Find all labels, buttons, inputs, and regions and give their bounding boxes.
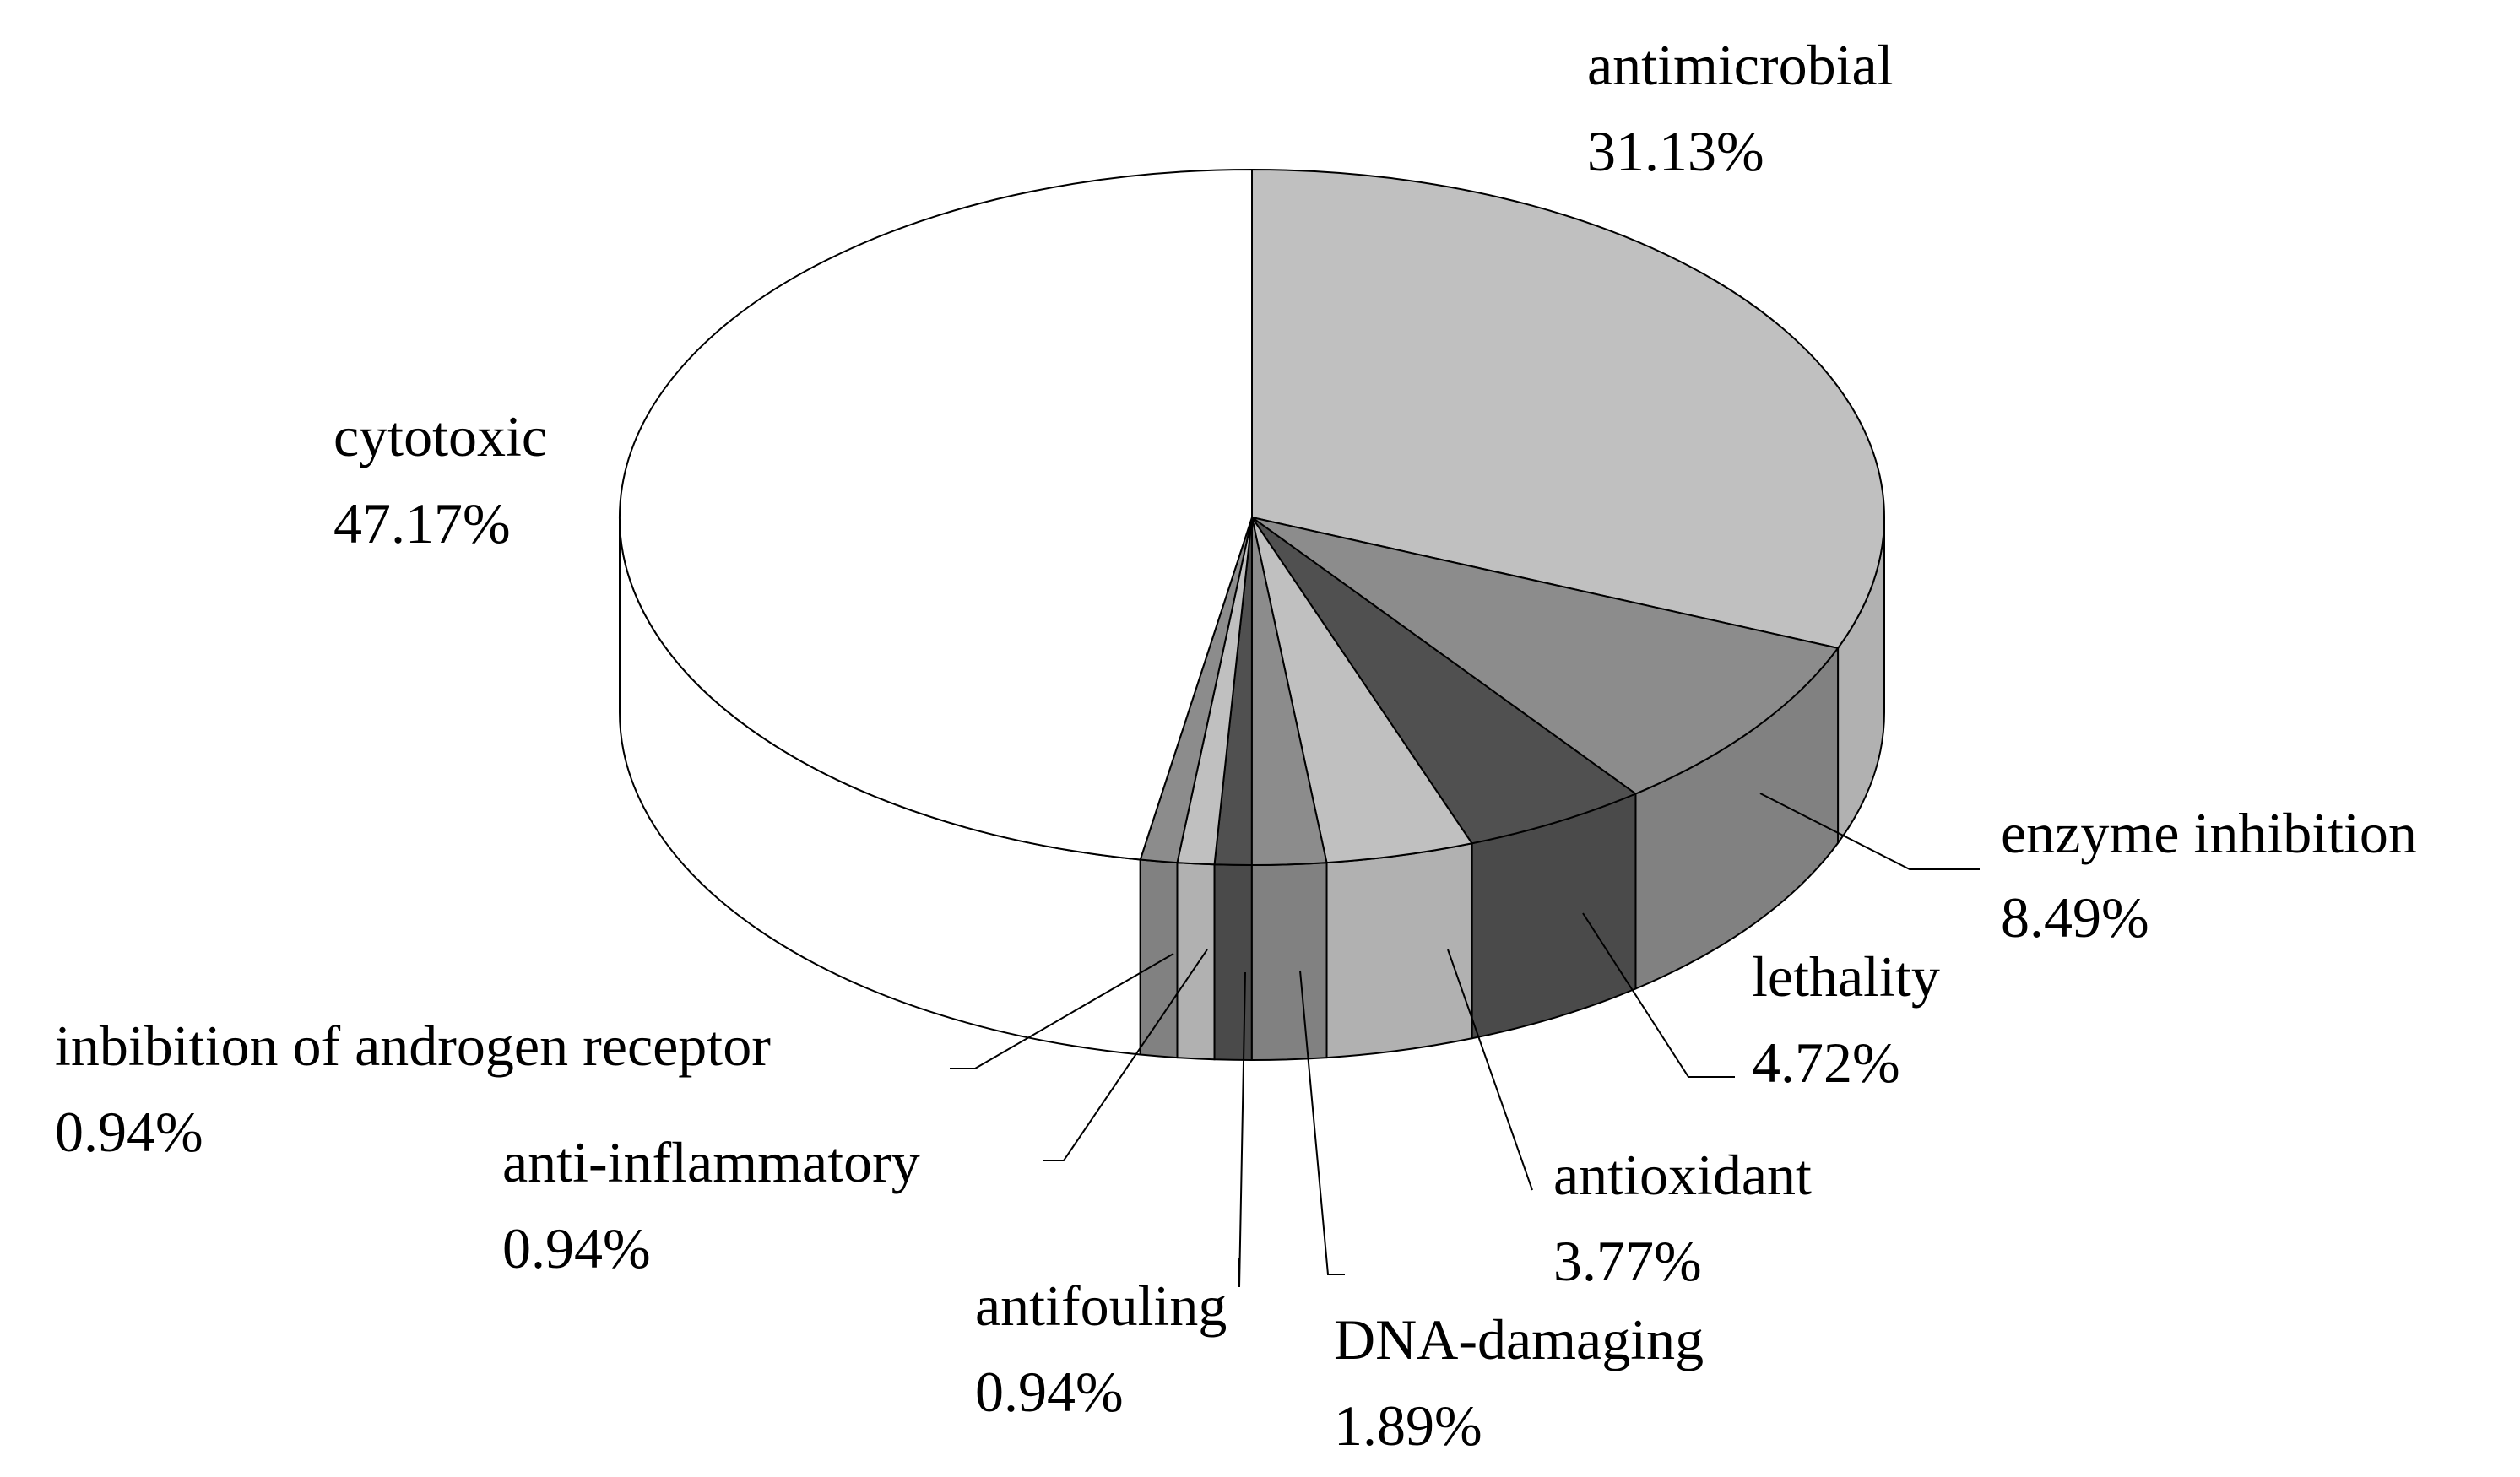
label-androgen-receptor: inbibition of androgen receptor	[55, 1014, 771, 1078]
side-inbibition-of-androgen-receptor	[1139, 858, 1179, 1059]
slice-lethality	[1251, 517, 1638, 845]
leader-enzyme-inhibition	[1759, 793, 1980, 870]
pct-lethality: 4.72%	[1752, 1031, 1900, 1095]
pct-enzyme-inhibition: 8.49%	[2001, 885, 2149, 950]
label-antimicrobial: antimicrobial	[1587, 33, 1894, 97]
slice-enzyme-inhibition	[1251, 517, 1840, 795]
side-antioxidant	[1325, 842, 1473, 1059]
side-dna-damaging	[1250, 862, 1328, 1062]
slice-antimicrobial	[1251, 168, 1885, 649]
label-enzyme-inhibition: enzyme inhibition	[2001, 801, 2417, 865]
leader-antioxidant	[1447, 949, 1533, 1191]
slice-cytotoxic	[618, 168, 1253, 861]
pct-dna-damaging: 1.89%	[1334, 1393, 1482, 1458]
leader-androgen-receptor	[950, 953, 1174, 1069]
leader-dna-damaging	[1299, 970, 1345, 1275]
leader-lethality	[1582, 912, 1735, 1078]
side-anti-inflammatory	[1176, 862, 1216, 1061]
pct-antioxidant: 3.77%	[1553, 1229, 1702, 1293]
pct-antimicrobial: 31.13%	[1587, 119, 1764, 183]
pct-cytotoxic: 47.17%	[333, 491, 511, 555]
pct-androgen-receptor: 0.94%	[55, 1100, 203, 1164]
label-antifouling: antifouling	[975, 1274, 1227, 1338]
pie-top-faces	[618, 168, 1885, 867]
pct-antifouling: 0.94%	[975, 1360, 1124, 1424]
label-dna-damaging: DNA-damaging	[1334, 1307, 1704, 1372]
label-anti-inflammatory: anti-inflammatory	[502, 1130, 920, 1194]
side-antifouling	[1213, 863, 1253, 1062]
label-lethality: lethality	[1752, 944, 1940, 1009]
label-cytotoxic: cytotoxic	[333, 404, 547, 468]
leader-antifouling	[1238, 971, 1246, 1288]
leader-lines	[950, 793, 1980, 1288]
leader-anti-inflammatory	[1043, 949, 1208, 1161]
label-antioxidant: antioxidant	[1553, 1143, 1812, 1207]
pct-anti-inflammatory: 0.94%	[502, 1216, 651, 1280]
